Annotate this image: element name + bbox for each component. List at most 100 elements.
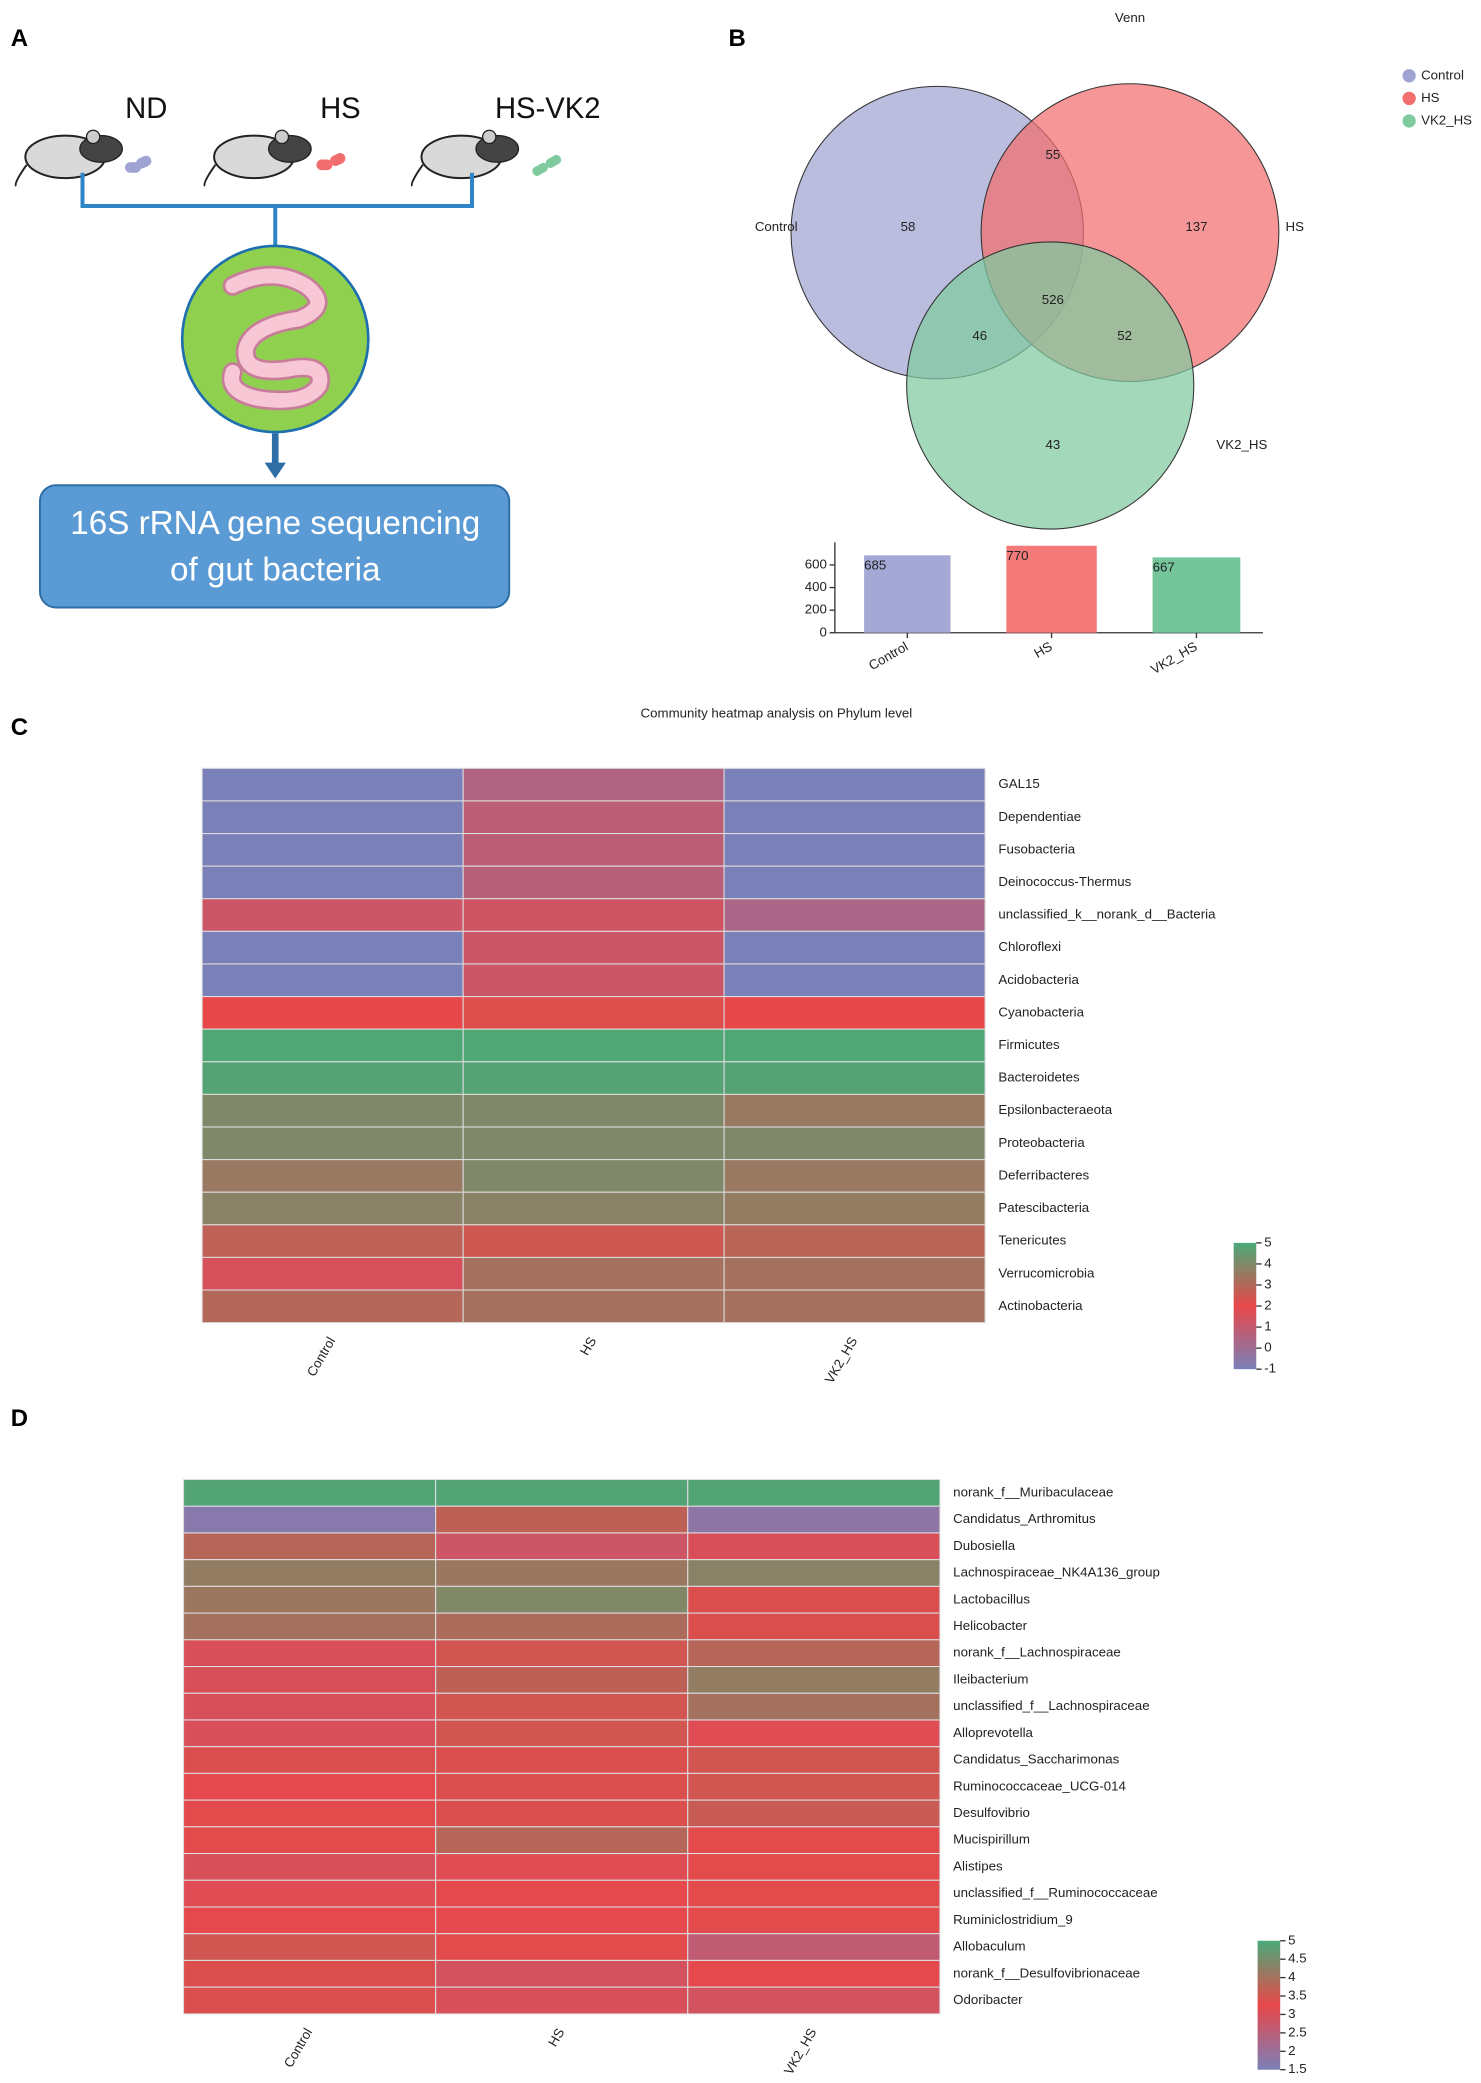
bracket (80, 172, 474, 246)
panel-letter: B (729, 25, 746, 52)
heatmap-cell (182, 1879, 437, 1908)
heatmap-cell (723, 930, 986, 965)
colorbar-tick-label: 2 (1288, 2043, 1295, 2058)
row-label: Candidatus_Arthromitus (953, 1511, 1096, 1526)
bar (1152, 557, 1241, 633)
intestine (224, 268, 328, 408)
bar-value-label: 685 (864, 557, 886, 572)
region-count: 55 (1045, 147, 1060, 162)
heatmap-cell (182, 1986, 437, 2015)
heatmap-cell (201, 996, 464, 1030)
heatmap-cell (182, 1559, 437, 1587)
heatmap-cell (687, 1559, 941, 1587)
heatmap-cell (182, 1666, 437, 1694)
row-label: Acidobacteria (998, 972, 1079, 987)
heatmap-cell (435, 1612, 689, 1641)
heatmap-cell (201, 1224, 464, 1258)
heatmap-cell (687, 1719, 941, 1748)
heatmap-cell (687, 1959, 941, 1988)
row-label: Chloroflexi (998, 939, 1061, 954)
heatmap-cell (723, 1159, 986, 1193)
heatmap-cell (723, 1028, 986, 1063)
heatmap-cell (462, 963, 725, 998)
heatmap-cell (687, 1933, 941, 1961)
region-count: 58 (901, 219, 916, 234)
mouse-icon (203, 129, 346, 187)
heatmap-cell (182, 1799, 437, 1828)
heatmap-cell (435, 1559, 689, 1587)
legend-label: VK2_HS (1421, 112, 1472, 127)
row-label: Dubosiella (953, 1538, 1016, 1553)
heatmap-cell (723, 996, 986, 1030)
row-label: Lactobacillus (953, 1591, 1030, 1606)
column-label: HS (577, 1334, 599, 1358)
heatmap-cell (201, 865, 464, 900)
set-label: VK2_HS (1216, 437, 1267, 452)
y-tick-label: 0 (820, 624, 827, 639)
result-box (38, 484, 511, 609)
heatmap-cell (462, 1191, 725, 1226)
bar-value-label: 770 (1006, 548, 1028, 563)
row-label: norank_f__Desulfovibrionaceae (953, 1965, 1140, 1980)
panel-a-drawing (14, 129, 562, 609)
row-label: Alloprevotella (953, 1725, 1033, 1740)
row-label: Dependentiae (998, 809, 1081, 824)
heatmap-cell (201, 898, 464, 932)
heatmap-cell (687, 1799, 941, 1828)
row-label: Mucispirillum (953, 1832, 1030, 1847)
heatmap-cell (687, 1478, 941, 1507)
heatmap-cell (201, 963, 464, 998)
column-label: VK2_HS (781, 2025, 820, 2077)
row-label: Allobaculum (953, 1939, 1025, 1954)
heatmap-cell (462, 1224, 725, 1258)
colorbar-tick-label: 4 (1288, 1969, 1295, 1984)
heatmap-cell (201, 1256, 464, 1291)
heatmap-cell (723, 1256, 986, 1291)
heatmap-cell (435, 1799, 689, 1828)
legend-label: Control (1421, 67, 1464, 82)
heatmap-cell (687, 1772, 941, 1801)
heatmap-cell (462, 1126, 725, 1161)
heatmap-cell (435, 1532, 689, 1561)
colorbar-tick-label: 3.5 (1288, 1988, 1306, 2003)
row-label: Patescibacteria (998, 1200, 1089, 1215)
legend-marker (1402, 69, 1416, 83)
row-label: Proteobacteria (998, 1135, 1085, 1150)
row-label: Odoribacter (953, 1992, 1023, 2007)
row-label: Fusobacteria (998, 841, 1075, 856)
row-label: unclassified_k__norank_d__Bacteria (998, 907, 1216, 922)
region-count: 137 (1185, 219, 1207, 234)
row-label: Verrucomicrobia (998, 1265, 1095, 1280)
heatmap-cell (435, 1666, 689, 1694)
heatmap-cell (201, 1093, 464, 1128)
heatmap-cell (201, 1159, 464, 1193)
row-label: Candidatus_Saccharimonas (953, 1752, 1119, 1767)
region-count: 526 (1042, 292, 1064, 307)
bar-value-label: 667 (1153, 560, 1175, 575)
heatmap-cell (435, 1585, 689, 1614)
heatmap-cell (687, 1746, 941, 1774)
region-count: 43 (1045, 437, 1060, 452)
heatmap-cell (182, 1746, 437, 1774)
heatmap-cell (462, 833, 725, 867)
column-label: Control (281, 2026, 315, 2071)
heatmap-cell (201, 1061, 464, 1095)
colorbar-tick-label: 1 (1264, 1319, 1271, 1334)
colorbar (1233, 1242, 1257, 1370)
heatmap-cell (723, 963, 986, 998)
heatmap-cell (201, 1126, 464, 1161)
venn-circle (906, 241, 1195, 530)
heatmap-cell (182, 1478, 437, 1507)
y-tick-label: 200 (805, 602, 827, 617)
heatmap-cell (687, 1906, 941, 1935)
column-label: Control (304, 1334, 338, 1379)
heatmap-cell (201, 767, 464, 802)
heatmap-cell (435, 1719, 689, 1748)
bar (1006, 545, 1097, 633)
box-text: of gut bacteria (170, 551, 381, 588)
row-label: GAL15 (998, 776, 1039, 791)
heatmap-cell (182, 1505, 437, 1534)
heatmap-cell (182, 1826, 437, 1855)
heatmap-cell (435, 1879, 689, 1908)
